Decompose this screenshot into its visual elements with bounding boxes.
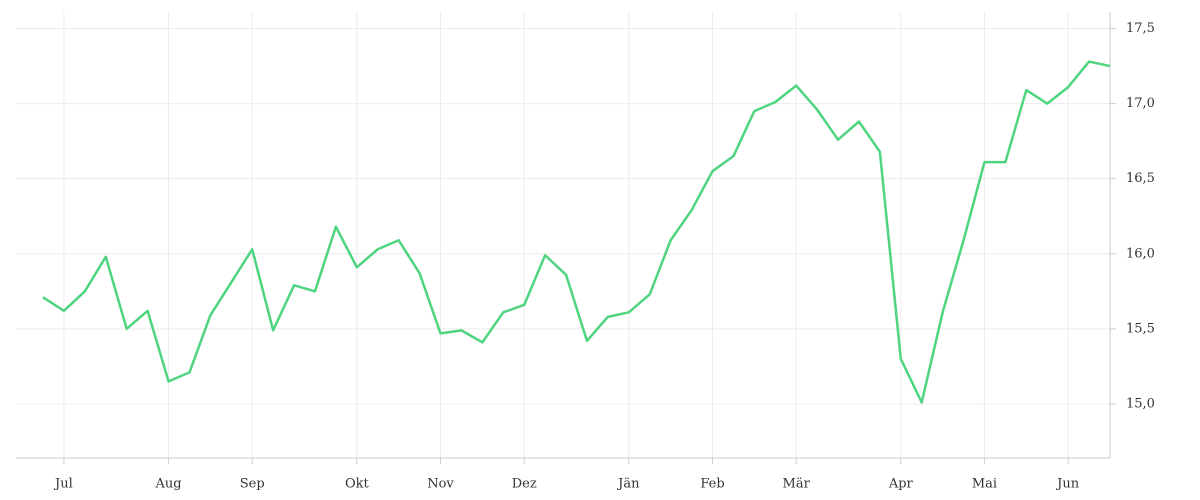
y-tick-label: 15,0	[1126, 396, 1155, 411]
y-tick-label: 16,5	[1126, 171, 1155, 186]
x-tick-label: Mai	[972, 477, 997, 492]
x-tick-label: Jul	[53, 477, 73, 492]
x-tick-label: Jun	[1055, 477, 1080, 492]
y-tick-label: 17,5	[1126, 21, 1155, 36]
x-tick-label: Jän	[616, 477, 640, 492]
x-tick-label: Apr	[888, 477, 914, 492]
x-tick-label: Nov	[427, 477, 454, 492]
y-tick-label: 16,0	[1126, 246, 1155, 261]
x-tick-label: Sep	[240, 477, 265, 492]
y-tick-label: 15,5	[1126, 321, 1155, 336]
x-tick-label: Okt	[345, 477, 370, 492]
x-tick-label: Aug	[154, 477, 181, 492]
x-tick-label: Dez	[512, 477, 537, 492]
x-tick-label: Feb	[700, 477, 724, 492]
x-tick-label: Mär	[783, 477, 811, 492]
data-line	[42, 60, 1111, 404]
y-tick-label: 17,0	[1126, 96, 1155, 111]
